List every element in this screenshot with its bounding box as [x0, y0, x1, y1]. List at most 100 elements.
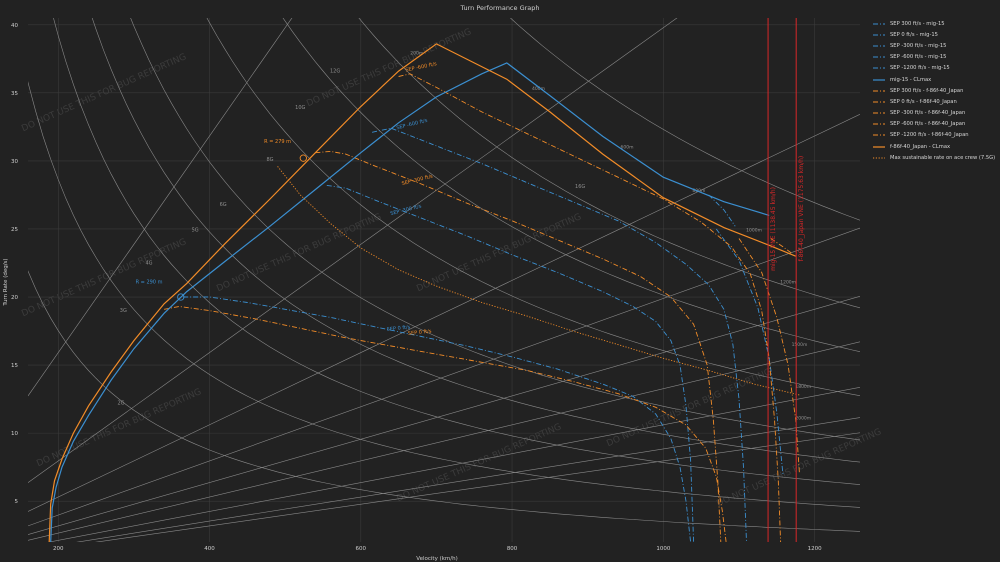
- g-load-label: 5G: [192, 228, 199, 234]
- g-load-label: 10G: [295, 105, 305, 111]
- g-load-label: 3G: [120, 308, 127, 314]
- g-load-label: 8G: [267, 157, 274, 163]
- legend-item: SEP -300 ft/s - mig-15: [873, 40, 998, 51]
- y-tick-label: 30: [11, 159, 18, 165]
- annotation-label: R = 279 m: [264, 139, 291, 145]
- turn-radius-line: [28, 18, 293, 397]
- legend-swatch: [873, 146, 885, 148]
- g-load-label: 4G: [145, 260, 152, 266]
- annotation-label: R = 290 m: [136, 279, 163, 285]
- y-tick-label: 40: [11, 23, 18, 29]
- legend-item: mig-15 - CLmax: [873, 74, 998, 85]
- g-load-line: [53, 18, 860, 485]
- legend-label: SEP -1200 ft/s - mig-15: [890, 65, 950, 72]
- legend-swatch: [873, 134, 885, 136]
- legend-item: SEP 300 ft/s - mig-15: [873, 18, 998, 29]
- legend-swatch: [873, 101, 885, 103]
- legend-item: SEP 300 ft/s - f-86f-40_Japan: [873, 85, 998, 96]
- y-tick-label: 5: [15, 499, 19, 505]
- x-axis-label: Velocity (km/h): [416, 556, 458, 562]
- series-line: [398, 73, 782, 542]
- turn-radius-label: 1200m: [780, 279, 796, 285]
- legend-label: SEP -600 ft/s - f-86f-40_Japan: [890, 121, 966, 128]
- turn-radius-line: [94, 432, 860, 542]
- legend-item: Max sustainable rate on ace crew (7.5G): [873, 152, 998, 163]
- g-load-line: [206, 18, 860, 397]
- series-line: [50, 62, 770, 542]
- legend-label: SEP -300 ft/s - f-86f-40_Japan: [890, 110, 966, 117]
- series-lines: [48, 43, 800, 542]
- legend-item: SEP -300 ft/s - f-86f-40_Japan: [873, 108, 998, 119]
- series-line: [315, 150, 722, 542]
- corner-speed-marker: [177, 293, 185, 301]
- x-tick-label: 1200: [808, 546, 822, 552]
- g-load-label: 16G: [575, 184, 585, 190]
- g-load-line: [28, 81, 860, 508]
- annotation-label: SEP 0 ft/s: [386, 324, 411, 332]
- x-tick-label: 600: [356, 546, 367, 552]
- series-line: [183, 296, 692, 542]
- legend-swatch: [873, 78, 885, 81]
- legend-swatch: [873, 112, 885, 114]
- y-tick-label: 35: [11, 91, 18, 97]
- g-load-line: [28, 270, 860, 532]
- turn-radius-line: [28, 18, 678, 483]
- legend-label: SEP -1200 ft/s - f-86f-40_Japan: [890, 132, 969, 139]
- legend-swatch: [873, 157, 885, 159]
- series-line: [770, 238, 793, 254]
- x-tick-label: 1000: [656, 546, 670, 552]
- legend-swatch: [873, 67, 885, 69]
- x-tick-label: 200: [53, 546, 64, 552]
- g-load-line: [358, 18, 860, 309]
- turn-radius-line: [28, 114, 860, 512]
- g-load-label: 6G: [220, 202, 227, 208]
- g-load-label: 12G: [330, 68, 340, 74]
- series-line: [708, 194, 736, 227]
- legend-item: SEP -600 ft/s - f-86f-40_Japan: [873, 119, 998, 130]
- annotation-label: SEP 0 ft/s: [408, 329, 433, 337]
- turn-radius-line: [28, 341, 860, 541]
- turn-radius-line: [47, 386, 860, 542]
- x-tick-label: 800: [507, 546, 518, 552]
- turn-radius-label: 1800m: [795, 384, 811, 390]
- legend-item: SEP -1200 ft/s - mig-15: [873, 63, 998, 74]
- legend-label: SEP 0 ft/s - f-86f-40_Japan: [890, 98, 957, 105]
- turn-radius-label: 1500m: [792, 342, 808, 348]
- legend-label: Max sustainable rate on ace crew (7.5G): [890, 154, 996, 161]
- y-tick-label: 10: [11, 431, 18, 437]
- grid: [28, 18, 860, 542]
- g-load-line: [510, 18, 860, 221]
- legend-label: SEP 300 ft/s - f-86f-40_Japan: [890, 87, 964, 94]
- legend-item: SEP 0 ft/s - mig-15: [873, 29, 998, 40]
- turn-radius-line: [28, 295, 860, 535]
- legend-label: f-86f-40_Japan - CLmax: [890, 143, 951, 150]
- turn-radius-label: 400m: [532, 86, 545, 92]
- legend-item: f-86f-40_Japan - CLmax: [873, 141, 998, 152]
- y-axis-label: Turn Rate (deg/s): [3, 258, 9, 306]
- axes: 200 400 600 800 1000 1200 5 10 15 20 25 30 35 40: [11, 23, 822, 552]
- x-tick-label: 400: [204, 546, 215, 552]
- g-load-line: [91, 18, 860, 463]
- legend-swatch: [873, 34, 885, 36]
- corner-speed-marker: [299, 154, 307, 162]
- turn-radius-label: 2000m: [795, 416, 811, 422]
- legend-swatch: [873, 56, 885, 58]
- series-line: [277, 166, 800, 396]
- y-tick-label: 25: [11, 227, 18, 233]
- vne-label: mig-15 VNE (1138.45 km/h): [770, 187, 777, 271]
- y-tick-label: 20: [11, 295, 18, 301]
- turn-radius-label: 600m: [621, 145, 634, 151]
- g-load-label: 2G: [118, 401, 125, 407]
- legend-swatch: [873, 45, 885, 47]
- chart-title: Turn Performance Graph: [459, 4, 539, 12]
- legend-swatch: [873, 123, 885, 125]
- series-line: [372, 127, 747, 542]
- legend-label: SEP -300 ft/s - mig-15: [890, 42, 947, 49]
- vne-label: f-86f-40_Japan VNE (1175.63 km/h): [798, 156, 805, 262]
- legend-item: SEP -1200 ft/s - f-86f-40_Japan: [873, 130, 998, 141]
- series-line: [48, 43, 796, 542]
- legend-label: SEP 300 ft/s - mig-15: [890, 20, 945, 27]
- turn-radius-label: 200m: [410, 51, 423, 57]
